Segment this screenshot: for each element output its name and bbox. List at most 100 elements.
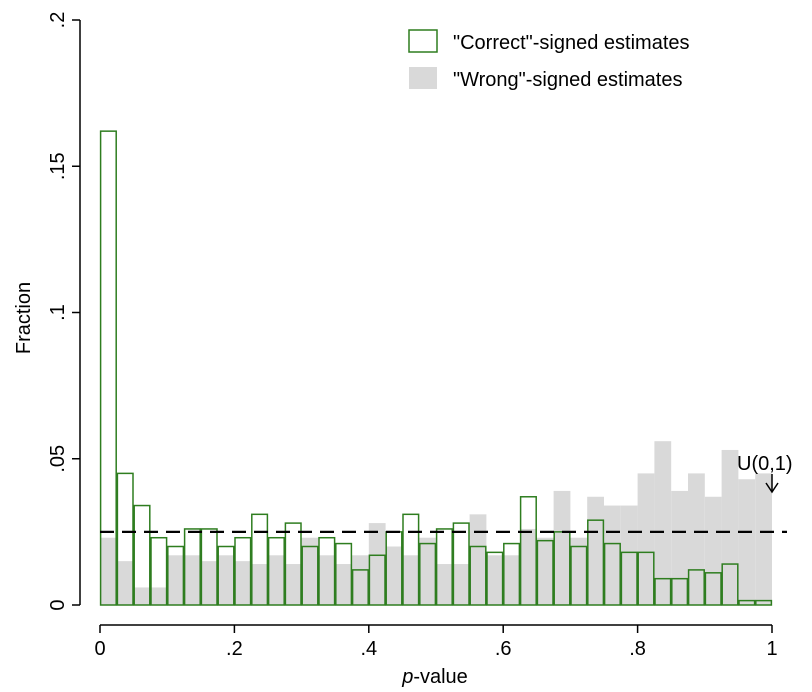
- wrong-bar: [704, 496, 722, 605]
- uniform-annotation: U(0,1): [737, 453, 793, 494]
- wrong-bar: [637, 473, 655, 605]
- y-tick-label: .05: [47, 445, 69, 473]
- correct-bar: [301, 545, 319, 606]
- wrong-bar: [318, 555, 336, 605]
- legend-swatch-correct: [408, 29, 438, 53]
- wrong-bar: [167, 555, 184, 605]
- correct-bar: [419, 542, 437, 606]
- wrong-bar: [503, 555, 520, 605]
- correct-bar: [217, 545, 235, 606]
- correct-bar: [200, 528, 218, 606]
- correct-bar: [116, 472, 134, 606]
- wrong-bar: [335, 564, 352, 605]
- y-tick-label: 0: [47, 599, 69, 610]
- wrong-bar: [671, 490, 688, 605]
- correct-bar: [150, 536, 168, 606]
- x-tick-label: .8: [629, 638, 646, 660]
- wrong-bar: [520, 528, 537, 605]
- wrong-bar: [184, 555, 201, 605]
- correct-bar: [637, 551, 655, 606]
- y-tick-label: .15: [47, 152, 69, 180]
- correct-bar: [603, 542, 621, 606]
- legend-label-correct: "Correct"-signed estimates: [453, 32, 690, 54]
- correct-bar: [570, 545, 588, 606]
- wrong-bar: [654, 441, 672, 605]
- x-axis-title-italic: p: [401, 666, 413, 688]
- correct-bar: [687, 569, 705, 606]
- x-tick-label: .2: [226, 638, 243, 660]
- correct-bar: [368, 554, 386, 606]
- wrong-bar: [234, 561, 252, 605]
- correct-bar: [704, 572, 722, 606]
- correct-bar: [267, 536, 285, 606]
- y-axis-ticks: 0 .05 .1 .15 .2: [47, 12, 80, 611]
- wrong-bar: [587, 496, 604, 605]
- wrong-bar: [268, 555, 285, 605]
- correct-bar: [452, 522, 470, 606]
- correct-bar: [503, 542, 521, 606]
- correct-bar: [469, 545, 487, 606]
- y-tick-label: .1: [47, 304, 69, 321]
- correct-bar: [183, 528, 201, 606]
- wrong-bar: [755, 473, 772, 605]
- correct-bar: [133, 504, 151, 606]
- legend-label-wrong: "Wrong"-signed estimates: [453, 69, 682, 91]
- correct-bar: [167, 545, 185, 606]
- wrong-bar: [620, 505, 638, 605]
- y-tick-label: .2: [47, 12, 69, 29]
- uniform-annotation-label: U(0,1): [737, 453, 793, 475]
- x-tick-label: 1: [766, 638, 777, 660]
- correct-bar: [654, 577, 672, 606]
- wrong-bar: [385, 546, 403, 605]
- x-tick-label: 0: [94, 638, 105, 660]
- wrong-bar: [452, 564, 470, 605]
- wrong-bar: [469, 514, 487, 605]
- correct-bar: [738, 599, 756, 606]
- correct-bar: [435, 528, 453, 606]
- correct-bar: [536, 539, 554, 606]
- wrong-bar: [200, 561, 218, 605]
- wrong-bar: [251, 564, 268, 605]
- wrong-bar: [721, 449, 739, 605]
- wrong-bar: [133, 587, 151, 605]
- wrong-bar: [402, 555, 420, 605]
- correct-bar: [251, 513, 269, 606]
- x-axis-title-rest: -value: [413, 666, 467, 688]
- annotation-arrow-head: [765, 482, 779, 494]
- wrong-bar: [150, 587, 168, 605]
- y-axis-title: Fraction: [13, 282, 35, 354]
- correct-bar: [721, 563, 739, 606]
- wrong-bar: [284, 564, 302, 605]
- wrong-signed-bars: [100, 441, 772, 605]
- wrong-bar: [368, 523, 386, 605]
- wrong-bar: [604, 505, 621, 605]
- correct-bar: [335, 542, 353, 606]
- correct-bar: [519, 496, 537, 606]
- wrong-bar: [217, 555, 235, 605]
- x-tick-label: .4: [360, 638, 377, 660]
- correct-bar: [587, 519, 605, 606]
- wrong-bar: [553, 490, 571, 605]
- correct-bar: [402, 513, 420, 606]
- wrong-bar: [536, 537, 554, 605]
- correct-bar: [620, 551, 638, 606]
- correct-bar: [234, 536, 252, 606]
- correct-bar: [318, 536, 336, 606]
- wrong-bar: [301, 537, 319, 605]
- wrong-bar: [486, 555, 504, 605]
- legend-swatch-wrong: [409, 67, 437, 89]
- wrong-bar: [738, 479, 756, 605]
- correct-bar: [284, 522, 302, 606]
- wrong-bar: [436, 564, 453, 605]
- wrong-bar: [688, 473, 705, 605]
- correct-signed-bars: [99, 130, 773, 606]
- wrong-bar: [116, 561, 134, 605]
- correct-bar: [351, 569, 369, 606]
- x-axis-ticks: 0 .2 .4 .6 .8 1: [94, 625, 778, 660]
- wrong-bar: [352, 555, 369, 605]
- correct-bar: [755, 599, 773, 606]
- wrong-bar: [100, 537, 117, 605]
- x-axis-title: p-value: [401, 666, 468, 688]
- correct-bar: [486, 551, 504, 606]
